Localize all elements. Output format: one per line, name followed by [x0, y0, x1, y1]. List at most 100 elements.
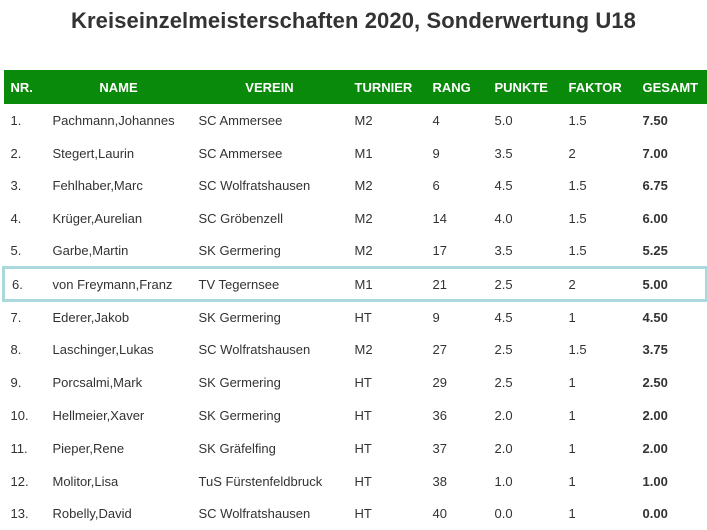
factor-cell: 1.5: [568, 243, 587, 259]
player-name-cell: Pachmann,Johannes: [52, 112, 175, 128]
total-cell: 4.50: [642, 310, 668, 326]
rank-cell: 7.: [10, 310, 22, 326]
tournament-cell: M2: [354, 178, 373, 194]
points-cell: 2.0: [494, 440, 513, 456]
page-title: Kreiseinzelmeisterschaften 2020, Sonderw…: [71, 8, 636, 33]
points-cell: 2.5: [494, 375, 513, 391]
table-header: NR. NAME VEREIN TURNIER RANG PUNKTE FAKT…: [3, 70, 707, 104]
tournament-cell: M2: [354, 243, 373, 259]
table-body: 1. Pachmann,Johannes SC Ammersee M2 4 5.0 1.5 7…: [2, 104, 707, 530]
rank-cell: 2.: [10, 145, 22, 161]
player-name-cell: Laschinger,Lukas: [52, 342, 154, 358]
place-cell: 27: [432, 342, 447, 358]
column-header-verein[interactable]: VEREIN: [245, 79, 294, 95]
factor-cell: 1: [568, 408, 576, 424]
place-cell: 21: [425, 266, 488, 303]
rank-cell: 10.: [10, 408, 29, 424]
player-name-cell: Robelly,David: [52, 506, 132, 522]
total-cell: 3.75: [642, 342, 668, 358]
points-cell: 2.0: [494, 408, 513, 424]
player-name-cell: Stegert,Laurin: [52, 145, 135, 161]
place-cell: 6: [432, 178, 440, 194]
club-cell: SK Germering: [198, 408, 281, 424]
table-row: 4. Krüger,Aurelian SC Gröbenzell M2 14 4.0 1.5…: [4, 202, 707, 235]
points-cell: 4.5: [494, 310, 513, 326]
results-table: NR. NAME VEREIN TURNIER RANG PUNKTE FAKT…: [2, 70, 707, 530]
player-name-cell: Krüger,Aurelian: [52, 211, 143, 227]
place-cell: 14: [432, 211, 447, 227]
place-cell: 9: [432, 145, 440, 161]
player-name-cell: Molitor,Lisa: [52, 473, 119, 489]
table-row: 8. Laschinger,Lukas SC Wolfratshausen M2 27 2…: [4, 334, 707, 367]
total-cell: 7.00: [642, 145, 668, 161]
points-cell: 2.5: [494, 342, 513, 358]
points-cell: 3.5: [494, 243, 513, 259]
table-row: 7. Ederer,Jakob SK Germering HT 9 4.5 1 4.50: [4, 301, 707, 334]
tournament-cell: HT: [354, 408, 372, 424]
column-header-rang[interactable]: RANG: [432, 79, 471, 95]
place-cell: 17: [432, 243, 447, 259]
factor-cell: 1.5: [568, 211, 587, 227]
header-row: NR. NAME VEREIN TURNIER RANG PUNKTE FAKT…: [3, 70, 707, 104]
total-cell: 0.00: [642, 506, 668, 522]
player-name-cell: Garbe,Martin: [52, 243, 129, 259]
factor-cell: 1: [568, 440, 576, 456]
column-header-turnier[interactable]: TURNIER: [354, 79, 413, 95]
rank-cell: 4.: [10, 211, 22, 227]
total-cell: 6.00: [642, 211, 668, 227]
club-cell: SC Ammersee: [198, 112, 283, 128]
points-cell: 4.0: [494, 211, 513, 227]
rank-cell: 1.: [10, 112, 22, 128]
column-header-punkte[interactable]: PUNKTE: [494, 79, 548, 95]
place-cell: 9: [432, 310, 440, 326]
column-header-nr[interactable]: NR.: [10, 79, 33, 95]
place-cell: 36: [432, 408, 447, 424]
total-cell: 5.00: [635, 266, 707, 303]
player-name-cell: Fehlhaber,Marc: [52, 178, 143, 194]
club-cell: SK Gräfelfing: [198, 440, 276, 456]
tournament-cell: M2: [354, 342, 373, 358]
column-header-gesamt[interactable]: GESAMT: [642, 79, 699, 95]
rank-cell: 9.: [10, 375, 22, 391]
column-header-faktor[interactable]: FAKTOR: [568, 79, 622, 95]
place-cell: 40: [432, 506, 447, 522]
table-row: 13. Robelly,David SC Wolfratshausen HT 40 0.0…: [4, 498, 707, 530]
table-row: 12. Molitor,Lisa TuS Fürstenfeldbruck HT 38 1…: [4, 465, 707, 498]
tournament-cell: M2: [354, 211, 373, 227]
place-cell: 37: [432, 440, 447, 456]
tournament-cell: M2: [354, 112, 373, 128]
total-cell: 2.00: [642, 440, 668, 456]
place-cell: 38: [432, 473, 447, 489]
rank-cell: 8.: [10, 342, 22, 358]
club-cell: SK Germering: [198, 375, 281, 391]
factor-cell: 1.5: [568, 342, 587, 358]
points-cell: 2.5: [487, 266, 562, 303]
club-cell: SC Wolfratshausen: [198, 342, 311, 358]
place-cell: 29: [432, 375, 447, 391]
points-cell: 3.5: [494, 145, 513, 161]
table-row: 2. Stegert,Laurin SC Ammersee M1 9 3.5 2 7.00: [4, 137, 707, 170]
table-row: 5. Garbe,Martin SK Germering M2 17 3.5 1.5 5.25: [4, 235, 707, 268]
factor-cell: 1: [568, 375, 576, 391]
rank-cell: 5.: [10, 243, 22, 259]
total-cell: 5.25: [642, 243, 668, 259]
total-cell: 2.00: [642, 408, 668, 424]
club-cell: TuS Fürstenfeldbruck: [198, 473, 323, 489]
club-cell: TV Tegernsee: [191, 266, 348, 303]
points-cell: 1.0: [494, 473, 513, 489]
column-header-name[interactable]: NAME: [99, 79, 138, 95]
tournament-cell: HT: [354, 440, 372, 456]
club-cell: SC Ammersee: [198, 145, 283, 161]
table-row: 11. Pieper,Rene SK Gräfelfing HT 37 2.0 1 2.00: [4, 432, 707, 465]
tournament-cell: M1: [354, 145, 373, 161]
factor-cell: 1: [568, 473, 576, 489]
place-cell: 4: [432, 112, 440, 128]
table-row: 1. Pachmann,Johannes SC Ammersee M2 4 5.0 1.5 7…: [4, 104, 707, 137]
player-name-cell: Pieper,Rene: [52, 440, 125, 456]
club-cell: SC Wolfratshausen: [198, 178, 311, 194]
tournament-cell: HT: [354, 310, 372, 326]
total-cell: 2.50: [642, 375, 668, 391]
factor-cell: 2: [561, 266, 636, 303]
club-cell: SC Wolfratshausen: [198, 506, 311, 522]
table-row: 3. Fehlhaber,Marc SC Wolfratshausen M2 6 4.5 1…: [4, 170, 707, 203]
